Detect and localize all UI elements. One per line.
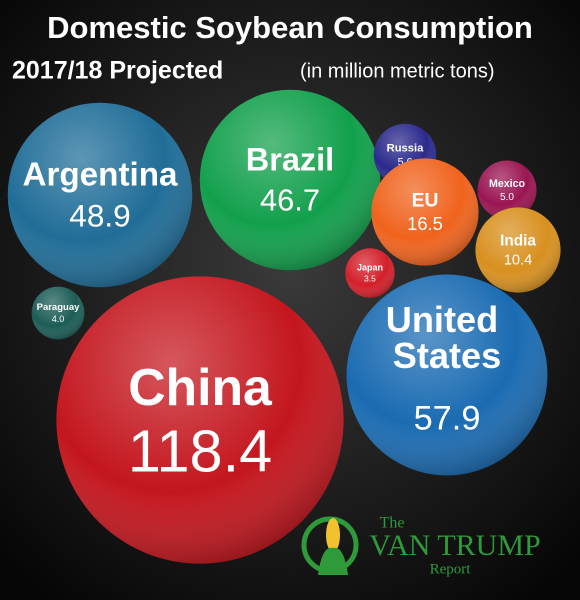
value-label: 16.5 [407,213,443,234]
bubbles: Argentina48.9Brazil46.7Russia5.6Mexico5.… [7,89,561,564]
chart-title: Domestic Soybean Consumption [47,10,533,45]
bubble-label: China [128,358,273,416]
bubble-label: Japan [357,262,383,272]
bubble-shine [56,276,344,564]
unit-note: (in million metric tons) [300,60,494,82]
logo-leaf [318,547,348,575]
value-label: 118.4 [128,418,272,485]
value-label: 48.9 [69,197,130,233]
value-label: 57.9 [414,399,481,437]
value-label: 10.4 [504,252,532,268]
bubble-label: Brazil [246,142,334,178]
logo-name: VAN TRUMP [369,529,540,562]
bubble-label: Paraguay [37,302,80,313]
logo-corn [326,518,340,552]
bubble-shine [346,274,548,476]
logo-bottom: Report [430,561,472,577]
bubble-label: India [500,233,536,250]
bubble-label: EU [412,190,439,211]
bubble-label: Mexico [489,178,525,190]
value-label: 4.0 [52,314,65,324]
bubble-label: Russia [387,143,425,155]
bubble-shine [345,248,395,298]
bubble-shine [475,207,561,293]
chart-subtitle: 2017/18 Projected [12,57,223,85]
bubble-shine [371,158,479,266]
bubble-shine [7,102,193,288]
logo-top: The [380,515,405,532]
bubble-shine [477,160,537,220]
bubble-shine [199,89,381,271]
bubble-label: United States [386,298,508,375]
value-label: 5.0 [500,192,514,203]
value-label: 46.7 [260,183,320,218]
bubble-shine [31,286,85,340]
value-label: 3.5 [364,273,376,283]
bubble-label: Argentina [22,156,178,193]
logo: The VAN TRUMP Report [301,515,541,577]
